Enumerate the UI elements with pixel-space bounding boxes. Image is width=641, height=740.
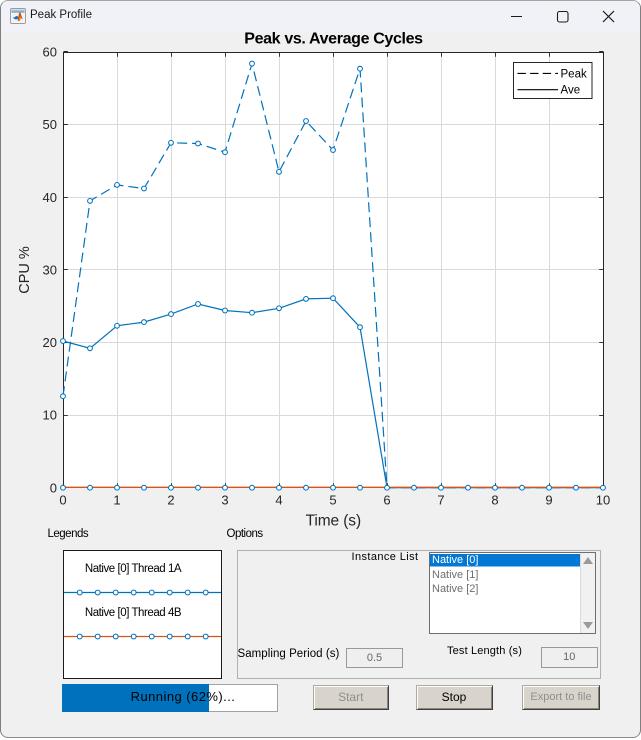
svg-text:2: 2 [167,493,174,508]
svg-text:5: 5 [329,493,336,508]
svg-text:9: 9 [545,493,552,508]
svg-text:CPU %: CPU % [17,246,33,294]
svg-text:20: 20 [43,335,57,350]
svg-text:0: 0 [59,493,66,508]
svg-text:6: 6 [383,493,390,508]
svg-text:Peak: Peak [561,68,587,80]
svg-text:Time (s): Time (s) [306,512,361,529]
svg-text:10: 10 [43,408,57,423]
svg-text:0: 0 [50,480,57,495]
svg-text:4: 4 [275,493,282,508]
svg-text:7: 7 [437,493,444,508]
svg-text:8: 8 [491,493,498,508]
svg-text:Peak vs. Average Cycles: Peak vs. Average Cycles [244,30,423,47]
svg-text:30: 30 [43,262,57,277]
svg-text:60: 60 [43,45,57,60]
svg-text:1: 1 [113,493,120,508]
svg-text:50: 50 [43,117,57,132]
svg-text:3: 3 [221,493,228,508]
svg-text:40: 40 [43,190,57,205]
svg-text:10: 10 [596,493,610,508]
svg-text:Ave: Ave [561,85,581,97]
